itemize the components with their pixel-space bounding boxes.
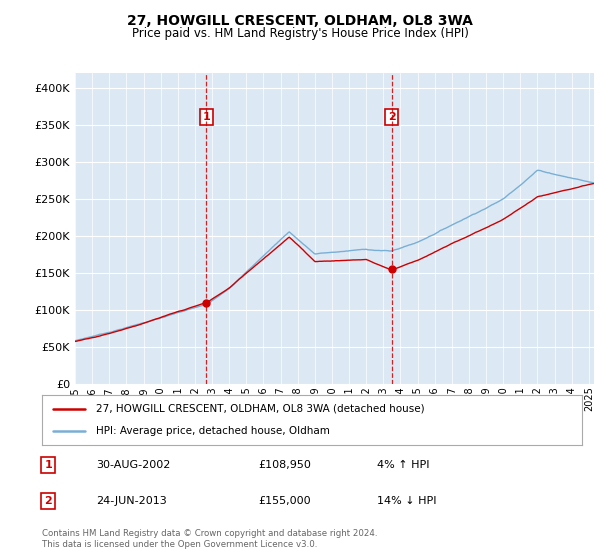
Text: Contains HM Land Registry data © Crown copyright and database right 2024.
This d: Contains HM Land Registry data © Crown c…	[42, 529, 377, 549]
Text: 2: 2	[44, 496, 52, 506]
Text: 1: 1	[44, 460, 52, 470]
Text: £155,000: £155,000	[258, 496, 311, 506]
Text: Price paid vs. HM Land Registry's House Price Index (HPI): Price paid vs. HM Land Registry's House …	[131, 27, 469, 40]
Text: 2: 2	[388, 112, 395, 122]
Text: 14% ↓ HPI: 14% ↓ HPI	[377, 496, 436, 506]
Text: 27, HOWGILL CRESCENT, OLDHAM, OL8 3WA (detached house): 27, HOWGILL CRESCENT, OLDHAM, OL8 3WA (d…	[96, 404, 425, 414]
Text: 4% ↑ HPI: 4% ↑ HPI	[377, 460, 430, 470]
Text: 1: 1	[202, 112, 210, 122]
Text: 24-JUN-2013: 24-JUN-2013	[96, 496, 167, 506]
Text: HPI: Average price, detached house, Oldham: HPI: Average price, detached house, Oldh…	[96, 426, 330, 436]
Text: 30-AUG-2002: 30-AUG-2002	[96, 460, 170, 470]
Text: £108,950: £108,950	[258, 460, 311, 470]
Text: 27, HOWGILL CRESCENT, OLDHAM, OL8 3WA: 27, HOWGILL CRESCENT, OLDHAM, OL8 3WA	[127, 14, 473, 28]
